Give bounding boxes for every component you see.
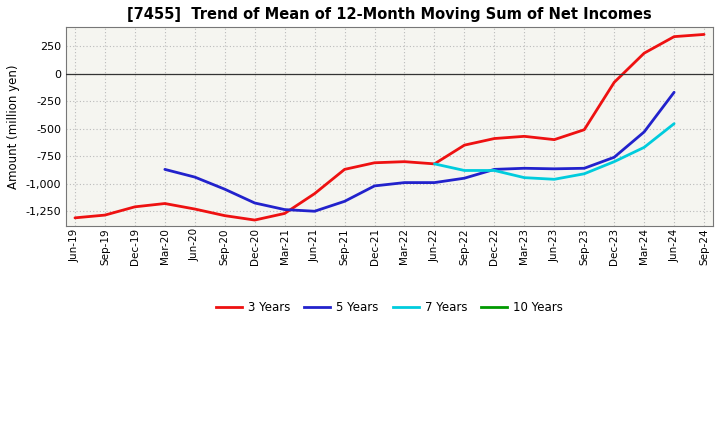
Y-axis label: Amount (million yen): Amount (million yen) [7, 64, 20, 189]
Title: [7455]  Trend of Mean of 12-Month Moving Sum of Net Incomes: [7455] Trend of Mean of 12-Month Moving … [127, 7, 652, 22]
Legend: 3 Years, 5 Years, 7 Years, 10 Years: 3 Years, 5 Years, 7 Years, 10 Years [211, 297, 568, 319]
